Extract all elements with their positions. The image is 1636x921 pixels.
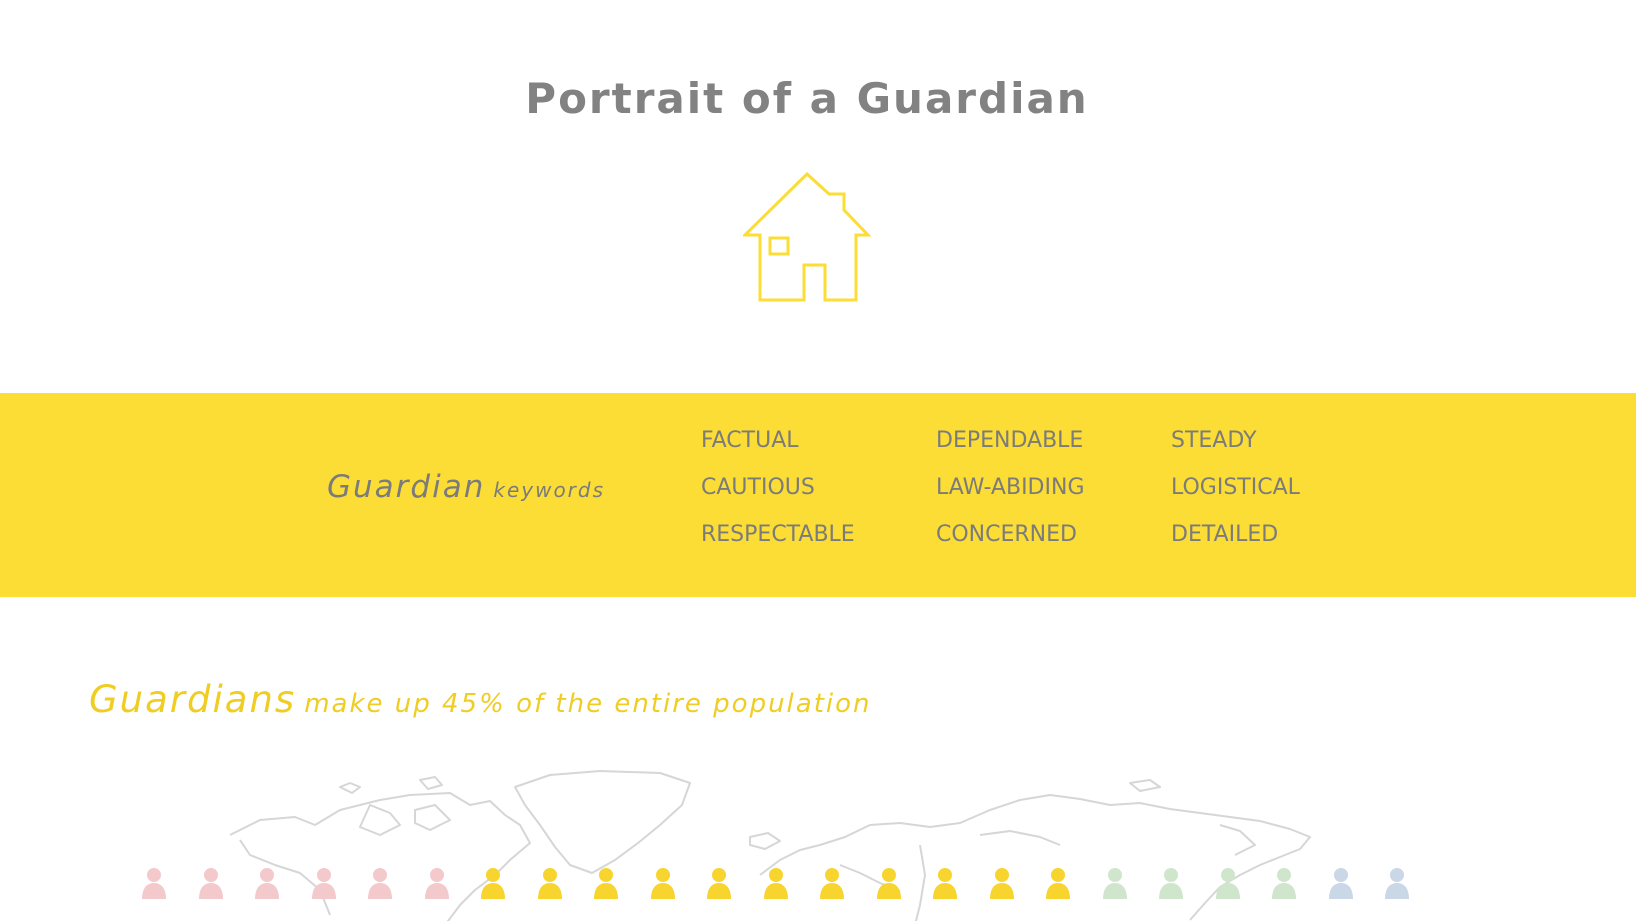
- keywords-heading-type: Guardian: [327, 469, 486, 505]
- keyword-item: FACTUAL: [701, 428, 799, 453]
- population-heading: Guardians: [89, 678, 297, 721]
- person-icon: [1329, 868, 1353, 899]
- house-icon: [743, 172, 872, 302]
- keyword-item: RESPECTABLE: [701, 522, 855, 547]
- person-icon: [933, 868, 957, 899]
- keyword-column: FACTUAL CAUTIOUS RESPECTABLE: [701, 427, 855, 568]
- keyword-item: CAUTIOUS: [701, 475, 815, 500]
- person-icon: [594, 868, 618, 899]
- person-icon: [764, 868, 788, 899]
- person-icon: [538, 868, 562, 899]
- person-icon: [1385, 868, 1409, 899]
- keyword-item: STEADY: [1171, 428, 1257, 453]
- keyword-item: LAW-ABIDING: [936, 475, 1085, 500]
- person-icon: [651, 868, 675, 899]
- person-icon: [199, 868, 223, 899]
- keyword-item: DEPENDABLE: [936, 428, 1084, 453]
- keyword-item: DETAILED: [1171, 522, 1279, 547]
- keywords-band: Guardian keywords FACTUAL CAUTIOUS RESPEC…: [0, 393, 1636, 597]
- keywords-heading: Guardian keywords: [327, 469, 605, 505]
- person-icon: [481, 868, 505, 899]
- person-icon: [425, 868, 449, 899]
- person-icon: [820, 868, 844, 899]
- person-icon: [1159, 868, 1183, 899]
- keyword-column: DEPENDABLE LAW-ABIDING CONCERNED: [936, 427, 1085, 568]
- person-icon: [1272, 868, 1296, 899]
- keyword-item: LOGISTICAL: [1171, 475, 1300, 500]
- keyword-column: STEADY LOGISTICAL DETAILED: [1171, 427, 1300, 568]
- population-text: make up 45% of the entire population: [304, 689, 872, 719]
- person-icon: [1103, 868, 1127, 899]
- keywords-heading-suffix: keywords: [493, 478, 606, 502]
- person-icon: [707, 868, 731, 899]
- person-icon: [1046, 868, 1070, 899]
- person-icon: [990, 868, 1014, 899]
- keyword-item: CONCERNED: [936, 522, 1077, 547]
- person-icon: [312, 868, 336, 899]
- person-icon: [877, 868, 901, 899]
- person-icon: [255, 868, 279, 899]
- world-map: [229, 770, 1311, 921]
- person-icon: [142, 868, 166, 899]
- page-title: Portrait of a Guardian: [525, 74, 1089, 123]
- population-statement: Guardians make up 45% of the entire popul…: [89, 678, 872, 721]
- person-icon: [1216, 868, 1240, 899]
- person-icon: [368, 868, 392, 899]
